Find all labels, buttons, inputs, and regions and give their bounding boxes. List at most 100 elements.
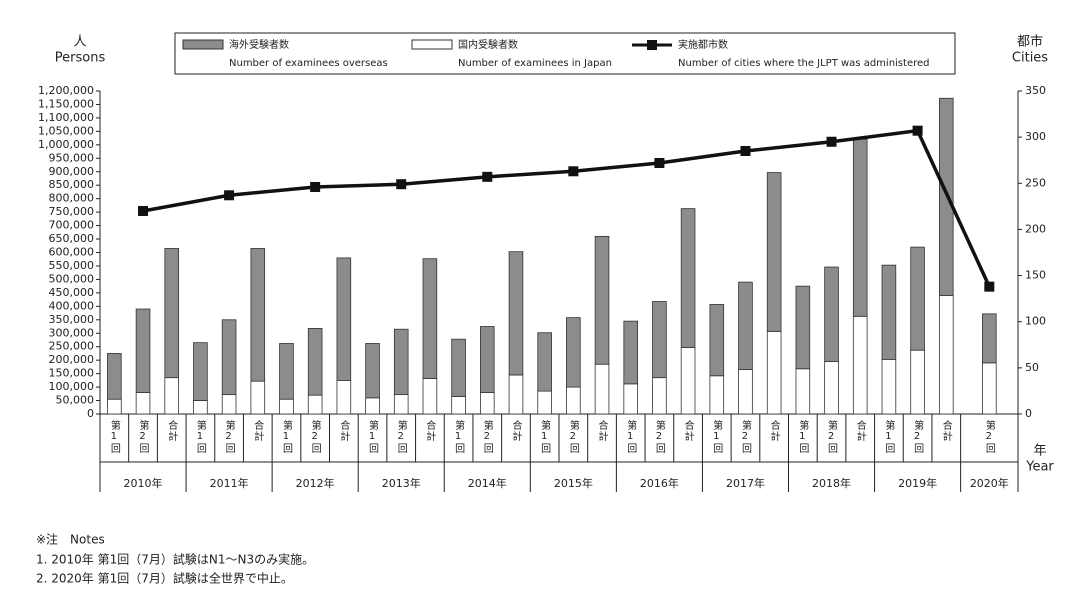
bar-segment <box>422 258 438 379</box>
x-tick-label: 合計 <box>596 419 608 442</box>
bar-segment <box>193 342 208 401</box>
bar-segment <box>652 377 667 415</box>
x-tick-label: 第1回 <box>539 419 551 454</box>
x-tick-label: 第1回 <box>883 419 895 454</box>
bar-segment <box>795 368 811 415</box>
line-point <box>310 181 321 192</box>
group-label: 2011年 <box>210 476 249 490</box>
note: 1. 2010年 第1回（7月）試験はN1～N3のみ実施。 <box>36 552 314 567</box>
bar-segment <box>982 362 997 415</box>
x-tick-label: 第2回 <box>481 419 493 454</box>
bar-segment <box>107 398 122 415</box>
y-tick-label: 350,000 <box>49 313 95 326</box>
bar-segment <box>393 328 409 396</box>
y-tick-label: 1,100,000 <box>38 111 94 124</box>
bar-segment <box>910 246 925 351</box>
x-tick-label: 第2回 <box>309 419 321 454</box>
y2-axis-label: 都市 <box>1017 34 1043 50</box>
y2-tick-label: 300 <box>1025 130 1046 143</box>
x-tick-label: 第2回 <box>137 419 149 454</box>
group-label: 2013年 <box>382 476 421 490</box>
line-point <box>912 125 923 136</box>
bar-segment <box>680 347 696 415</box>
bar-segment <box>336 379 352 415</box>
y2-tick-label: 50 <box>1025 361 1039 374</box>
bar-segment <box>135 308 151 393</box>
x-tick-label: 第2回 <box>826 419 838 454</box>
group-label: 2015年 <box>554 476 593 490</box>
bar-segment <box>164 377 180 415</box>
y-tick-label: 750,000 <box>49 205 95 218</box>
group-label: 2019年 <box>898 476 937 490</box>
bar-segment <box>824 266 839 362</box>
line-point <box>740 145 751 156</box>
bar-segment <box>451 396 466 415</box>
x-tick-label: 第2回 <box>912 419 924 454</box>
bar-segment <box>709 375 725 415</box>
group-label: 2017年 <box>726 476 765 490</box>
line-point <box>654 157 665 168</box>
x-tick-label: 合計 <box>252 419 264 442</box>
x-tick-label: 第1回 <box>625 419 637 454</box>
group-label: 2010年 <box>124 476 163 490</box>
y-tick-label: 800,000 <box>49 192 95 205</box>
x-tick-label: 合計 <box>424 419 436 442</box>
notes-title: ※注 Notes <box>36 532 105 547</box>
bar-segment <box>766 330 782 415</box>
bar-segment <box>795 285 811 370</box>
group-label: 2018年 <box>812 476 851 490</box>
legend-label-en: Number of examinees overseas <box>229 58 388 69</box>
y-tick-label: 250,000 <box>49 340 95 353</box>
y-tick-label: 50,000 <box>56 394 95 407</box>
y-axis-label: 人 <box>73 35 86 50</box>
bar-segment <box>422 378 438 415</box>
x-tick-label: 第1回 <box>194 419 206 454</box>
bar-segment <box>910 349 925 415</box>
y-tick-label: 200,000 <box>49 353 95 366</box>
bar-segment <box>279 398 294 415</box>
x-tick-label: 第1回 <box>367 419 379 454</box>
bar-segment <box>852 138 868 317</box>
x-tick-label: 第2回 <box>653 419 665 454</box>
bar-segment <box>107 353 122 400</box>
group-label: 2012年 <box>296 476 335 490</box>
y-axis-label-en: Persons <box>55 51 106 66</box>
line-point <box>482 171 493 182</box>
legend-swatch <box>647 40 657 50</box>
x-tick-label: 第2回 <box>567 419 579 454</box>
x-tick-label: 第2回 <box>395 419 407 454</box>
legend-swatch <box>182 39 224 50</box>
bar-segment <box>307 328 323 396</box>
legend-label: 海外受験者数 <box>229 38 289 51</box>
x-tick-label: 合計 <box>510 419 522 442</box>
x-tick-label: 第1回 <box>108 419 120 454</box>
bar-segment <box>164 248 180 379</box>
x-tick-label: 合計 <box>854 419 866 442</box>
bar-segment <box>537 390 552 415</box>
y2-tick-label: 350 <box>1025 84 1046 97</box>
bar-segment <box>824 361 839 415</box>
legend-box <box>174 32 956 75</box>
bar-segment <box>938 295 954 415</box>
bar-segment <box>594 235 610 365</box>
group-label: 2016年 <box>640 476 679 490</box>
bar-segment <box>508 374 524 415</box>
legend-label: 実施都市数 <box>678 38 728 51</box>
y2-tick-label: 0 <box>1025 407 1032 420</box>
line-point <box>138 205 149 216</box>
bar-segment <box>250 248 266 382</box>
bar-segment <box>135 392 151 415</box>
bar-segment <box>652 301 667 379</box>
bar-segment <box>365 397 380 415</box>
x-axis-label-en: Year <box>1025 460 1054 475</box>
bar-segment <box>594 363 610 415</box>
bar-segment <box>479 326 495 393</box>
y-tick-label: 700,000 <box>49 219 95 232</box>
y-tick-label: 300,000 <box>49 326 95 339</box>
y-tick-label: 0 <box>87 407 94 420</box>
y-tick-label: 900,000 <box>49 165 95 178</box>
y-tick-label: 550,000 <box>49 259 95 272</box>
y-tick-label: 650,000 <box>49 232 95 245</box>
bar-segment <box>508 251 524 376</box>
